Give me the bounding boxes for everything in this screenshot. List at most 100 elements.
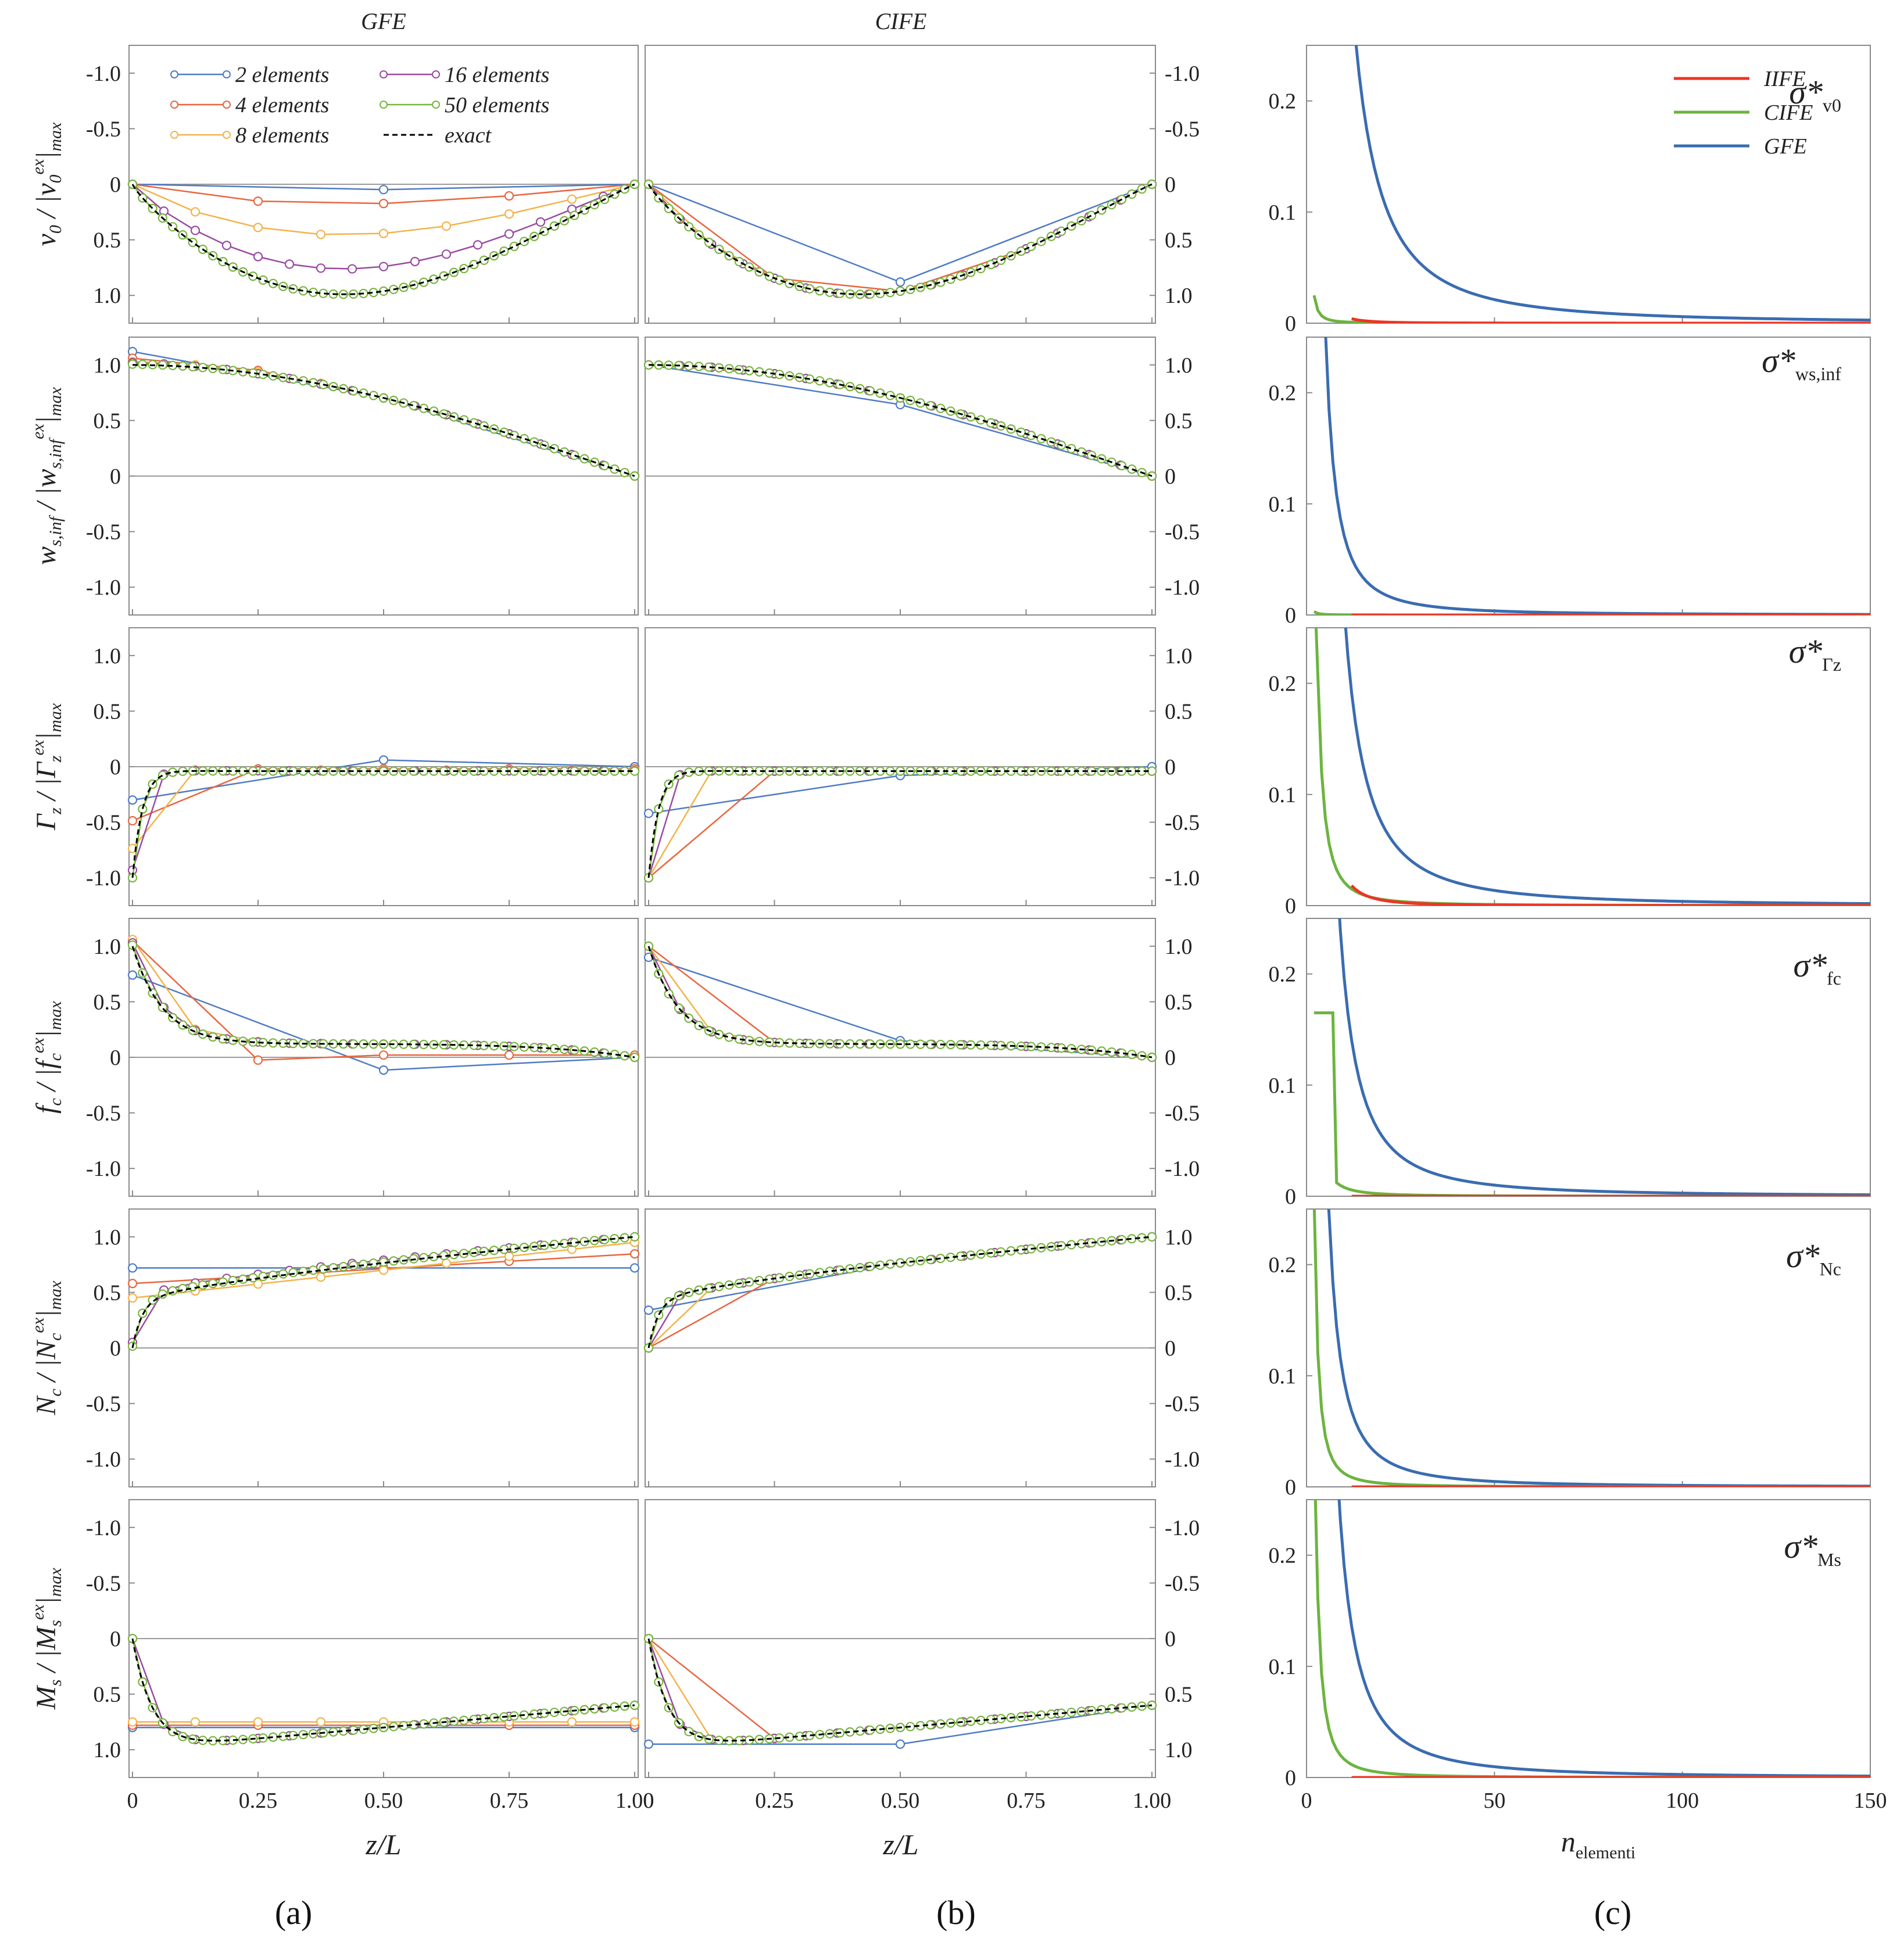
y-tick-label: 0 — [1285, 312, 1296, 336]
panel-label-a: (a) — [275, 1894, 312, 1932]
marker-e4 — [127, 1279, 138, 1289]
marker-e50 — [976, 415, 986, 425]
y-tick-label: 1.0 — [1165, 1738, 1193, 1762]
y-tick-label: 0.2 — [1269, 963, 1297, 987]
error-panel-row-3: 0 0.1 0.2 σ*fc — [1269, 918, 1871, 1209]
y-label-bar: | — [31, 151, 62, 159]
marker-e16 — [378, 262, 389, 271]
marker-e50 — [238, 1274, 248, 1284]
title-sub: Γz — [1822, 654, 1841, 675]
y-tick-label: 0 — [1285, 603, 1296, 628]
marker-e50 — [549, 221, 559, 231]
y-label-max: max — [46, 122, 65, 152]
y-tick-label: -0.5 — [86, 811, 121, 835]
x-tick-label: 150 — [1854, 1789, 1887, 1813]
marker-e8 — [316, 230, 326, 239]
marker-e50 — [936, 403, 946, 413]
y-tick-label: 0.1 — [1269, 492, 1297, 517]
marker-e50 — [208, 1278, 218, 1289]
y-label-sub2: z — [46, 755, 65, 763]
y-tick-label: 0.2 — [1269, 1544, 1297, 1568]
marker-e50 — [218, 257, 228, 267]
marker-e8 — [567, 194, 577, 204]
y-tick-label: 0.5 — [1165, 1683, 1193, 1707]
legend-label: 8 elements — [235, 123, 329, 148]
y-label-sub2: s — [46, 1620, 65, 1627]
marker-e50 — [610, 464, 620, 474]
marker-e50 — [664, 989, 674, 999]
y-label-sub2: s,inf — [46, 437, 65, 469]
gfe-panel-row-3: 1.0 0.5 0 -0.5 -1.0 — [86, 918, 640, 1197]
error-line-GFE — [1354, 45, 1870, 322]
error-line-GFE — [1337, 1500, 1870, 1778]
y-label-sub: z — [46, 807, 65, 815]
y-tick-label: 0 — [1165, 755, 1176, 779]
title-sub: fc — [1827, 968, 1841, 989]
marker-e50 — [570, 450, 579, 460]
x-tick-label: 1.00 — [1133, 1789, 1172, 1813]
exact-line — [647, 946, 1153, 1058]
y-tick-label: -1.0 — [86, 1447, 121, 1472]
legend-marker — [380, 101, 388, 109]
marker-e4 — [378, 1050, 389, 1060]
exact-line — [131, 1236, 635, 1349]
x-axis-label-b: z/L — [882, 1828, 918, 1861]
y-tick-label: 0 — [1285, 1766, 1296, 1790]
marker-e16 — [190, 226, 201, 235]
y-tick-label: -0.5 — [86, 1101, 121, 1126]
y-label-sub2: c — [46, 1053, 65, 1061]
y-label-sub: s — [46, 1679, 65, 1686]
y-tick-label: -1.0 — [1165, 62, 1200, 86]
y-tick-label: 0.2 — [1269, 381, 1297, 406]
y-tick-label: -1.0 — [86, 1516, 121, 1540]
y-label-sub: c — [46, 1389, 65, 1396]
marker-e2 — [378, 185, 389, 195]
y-label-sym: N — [31, 1395, 62, 1416]
x-tick-label: 0.25 — [755, 1789, 794, 1813]
error-panel-row-1: 0 0.1 0.2 σ*ws,inf — [1269, 337, 1871, 628]
marker-e50 — [986, 260, 996, 270]
marker-e50 — [258, 1271, 268, 1282]
y-tick-label: 0.5 — [1165, 409, 1193, 433]
exact-line — [647, 1236, 1153, 1349]
panel-label-b: (b) — [936, 1894, 976, 1932]
marker-e50 — [158, 1289, 167, 1299]
marker-e50 — [1127, 189, 1137, 199]
marker-e50 — [409, 400, 418, 410]
y-label-slash: / |w — [31, 469, 62, 517]
marker-e8 — [190, 1717, 201, 1727]
gfe-panel-row-0: -1.0 -0.5 0 0.5 1.0 — [86, 45, 640, 324]
cife-panel-row-1: 1.0 0.5 0 -0.5 -1.0 — [643, 337, 1200, 616]
cife-panel-row-3: 1.0 0.5 0 -0.5 -1.0 — [643, 918, 1200, 1197]
y-tick-label: -1.0 — [1165, 1447, 1200, 1472]
panel-frame — [1306, 337, 1871, 616]
y-tick-label: 0.1 — [1269, 201, 1297, 225]
marker-e50 — [1026, 431, 1036, 441]
y-tick-label: 0.1 — [1269, 783, 1297, 807]
marker-e50 — [539, 226, 549, 236]
title-main: σ* — [1789, 632, 1823, 670]
y-tick-label: -0.5 — [86, 1392, 121, 1417]
legend-c-entry-IIFE: IIFE — [1674, 67, 1806, 91]
marker-e50 — [775, 275, 785, 285]
marker-e50 — [218, 1277, 228, 1287]
marker-e50 — [1066, 444, 1076, 453]
y-tick-label: -0.5 — [86, 1571, 121, 1596]
panel-frame — [1306, 627, 1871, 906]
marker-e50 — [875, 388, 885, 398]
marker-e50 — [1057, 226, 1066, 236]
y-tick-label: -0.5 — [86, 520, 121, 545]
y-tick-label: 1.0 — [1165, 935, 1193, 959]
marker-e16 — [441, 249, 452, 259]
marker-e16 — [347, 264, 357, 274]
marker-e8 — [316, 1717, 326, 1727]
marker-e16 — [410, 256, 420, 267]
marker-e16 — [535, 217, 546, 227]
marker-e50 — [469, 260, 479, 270]
marker-e50 — [946, 274, 955, 284]
cife-panel-row-4: 1.0 0.5 0 -0.5 -1.0 — [643, 1208, 1200, 1487]
y-label-bar: | — [31, 1030, 62, 1038]
x-tick-label: 50 — [1483, 1789, 1505, 1813]
marker-e50 — [986, 418, 996, 428]
